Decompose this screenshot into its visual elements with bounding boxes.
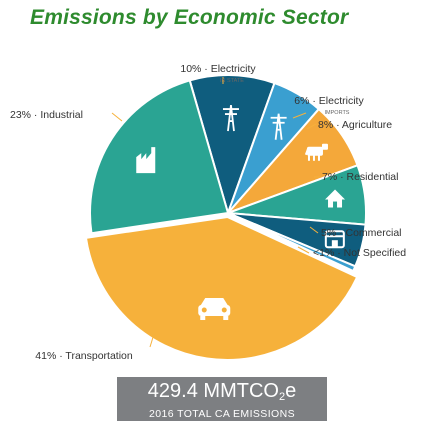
total-unit-prefix: MMTCO [203,380,279,402]
car-icon [198,298,231,321]
total-emissions-box: 429.4 MMTCO2e 2016 TOTAL CA EMISSIONS [117,377,327,421]
leader-line [111,112,123,122]
slice-sublabel: IMPORTS [325,110,350,116]
slice-label: 10% · Electricity [180,63,256,75]
power-tower-icon [270,113,287,140]
slice-sublabel: IN STATE [220,78,244,84]
store-icon [324,230,345,249]
slice-label: 8% · Agriculture [318,119,392,131]
pie-slice-industrial [89,79,230,235]
leader-line [292,112,307,119]
chart-title: Emissions by Economic Sector [30,6,349,29]
total-caption: 2016 TOTAL CA EMISSIONS [149,408,295,420]
power-tower-icon [222,104,239,132]
slice-label: 5% · Commercial [321,227,402,239]
cow-icon [304,143,328,161]
total-unit-suffix: e [285,380,297,402]
slice-label: 23% · Industrial [10,109,83,121]
factory-icon [136,147,156,174]
pie-labels: 10% · Electricity IN STATE 6% · Electricit… [10,63,406,362]
leader-line [306,123,317,130]
slice-label: 41% · Transportation [35,350,133,362]
leader-line [309,226,319,234]
leader-line [297,246,310,254]
slice-label: <1% · Not Specified [313,247,406,259]
pie-slices [84,74,367,361]
leader-line [149,333,155,348]
pie-icons [136,104,346,321]
slice-label: 6% · Electricity [294,95,364,107]
total-value: 429.4 [147,380,198,402]
slice-label: 7% · Residential [322,171,398,183]
house-icon [325,189,346,208]
pie-slice-transportation [84,215,359,361]
total-value-line: 429.4 MMTCO2e [117,380,327,408]
pie-slice-electricity-in-state [188,74,276,217]
pie-slice-not-specified [227,212,357,273]
total-unit-sub: 2 [278,391,286,403]
